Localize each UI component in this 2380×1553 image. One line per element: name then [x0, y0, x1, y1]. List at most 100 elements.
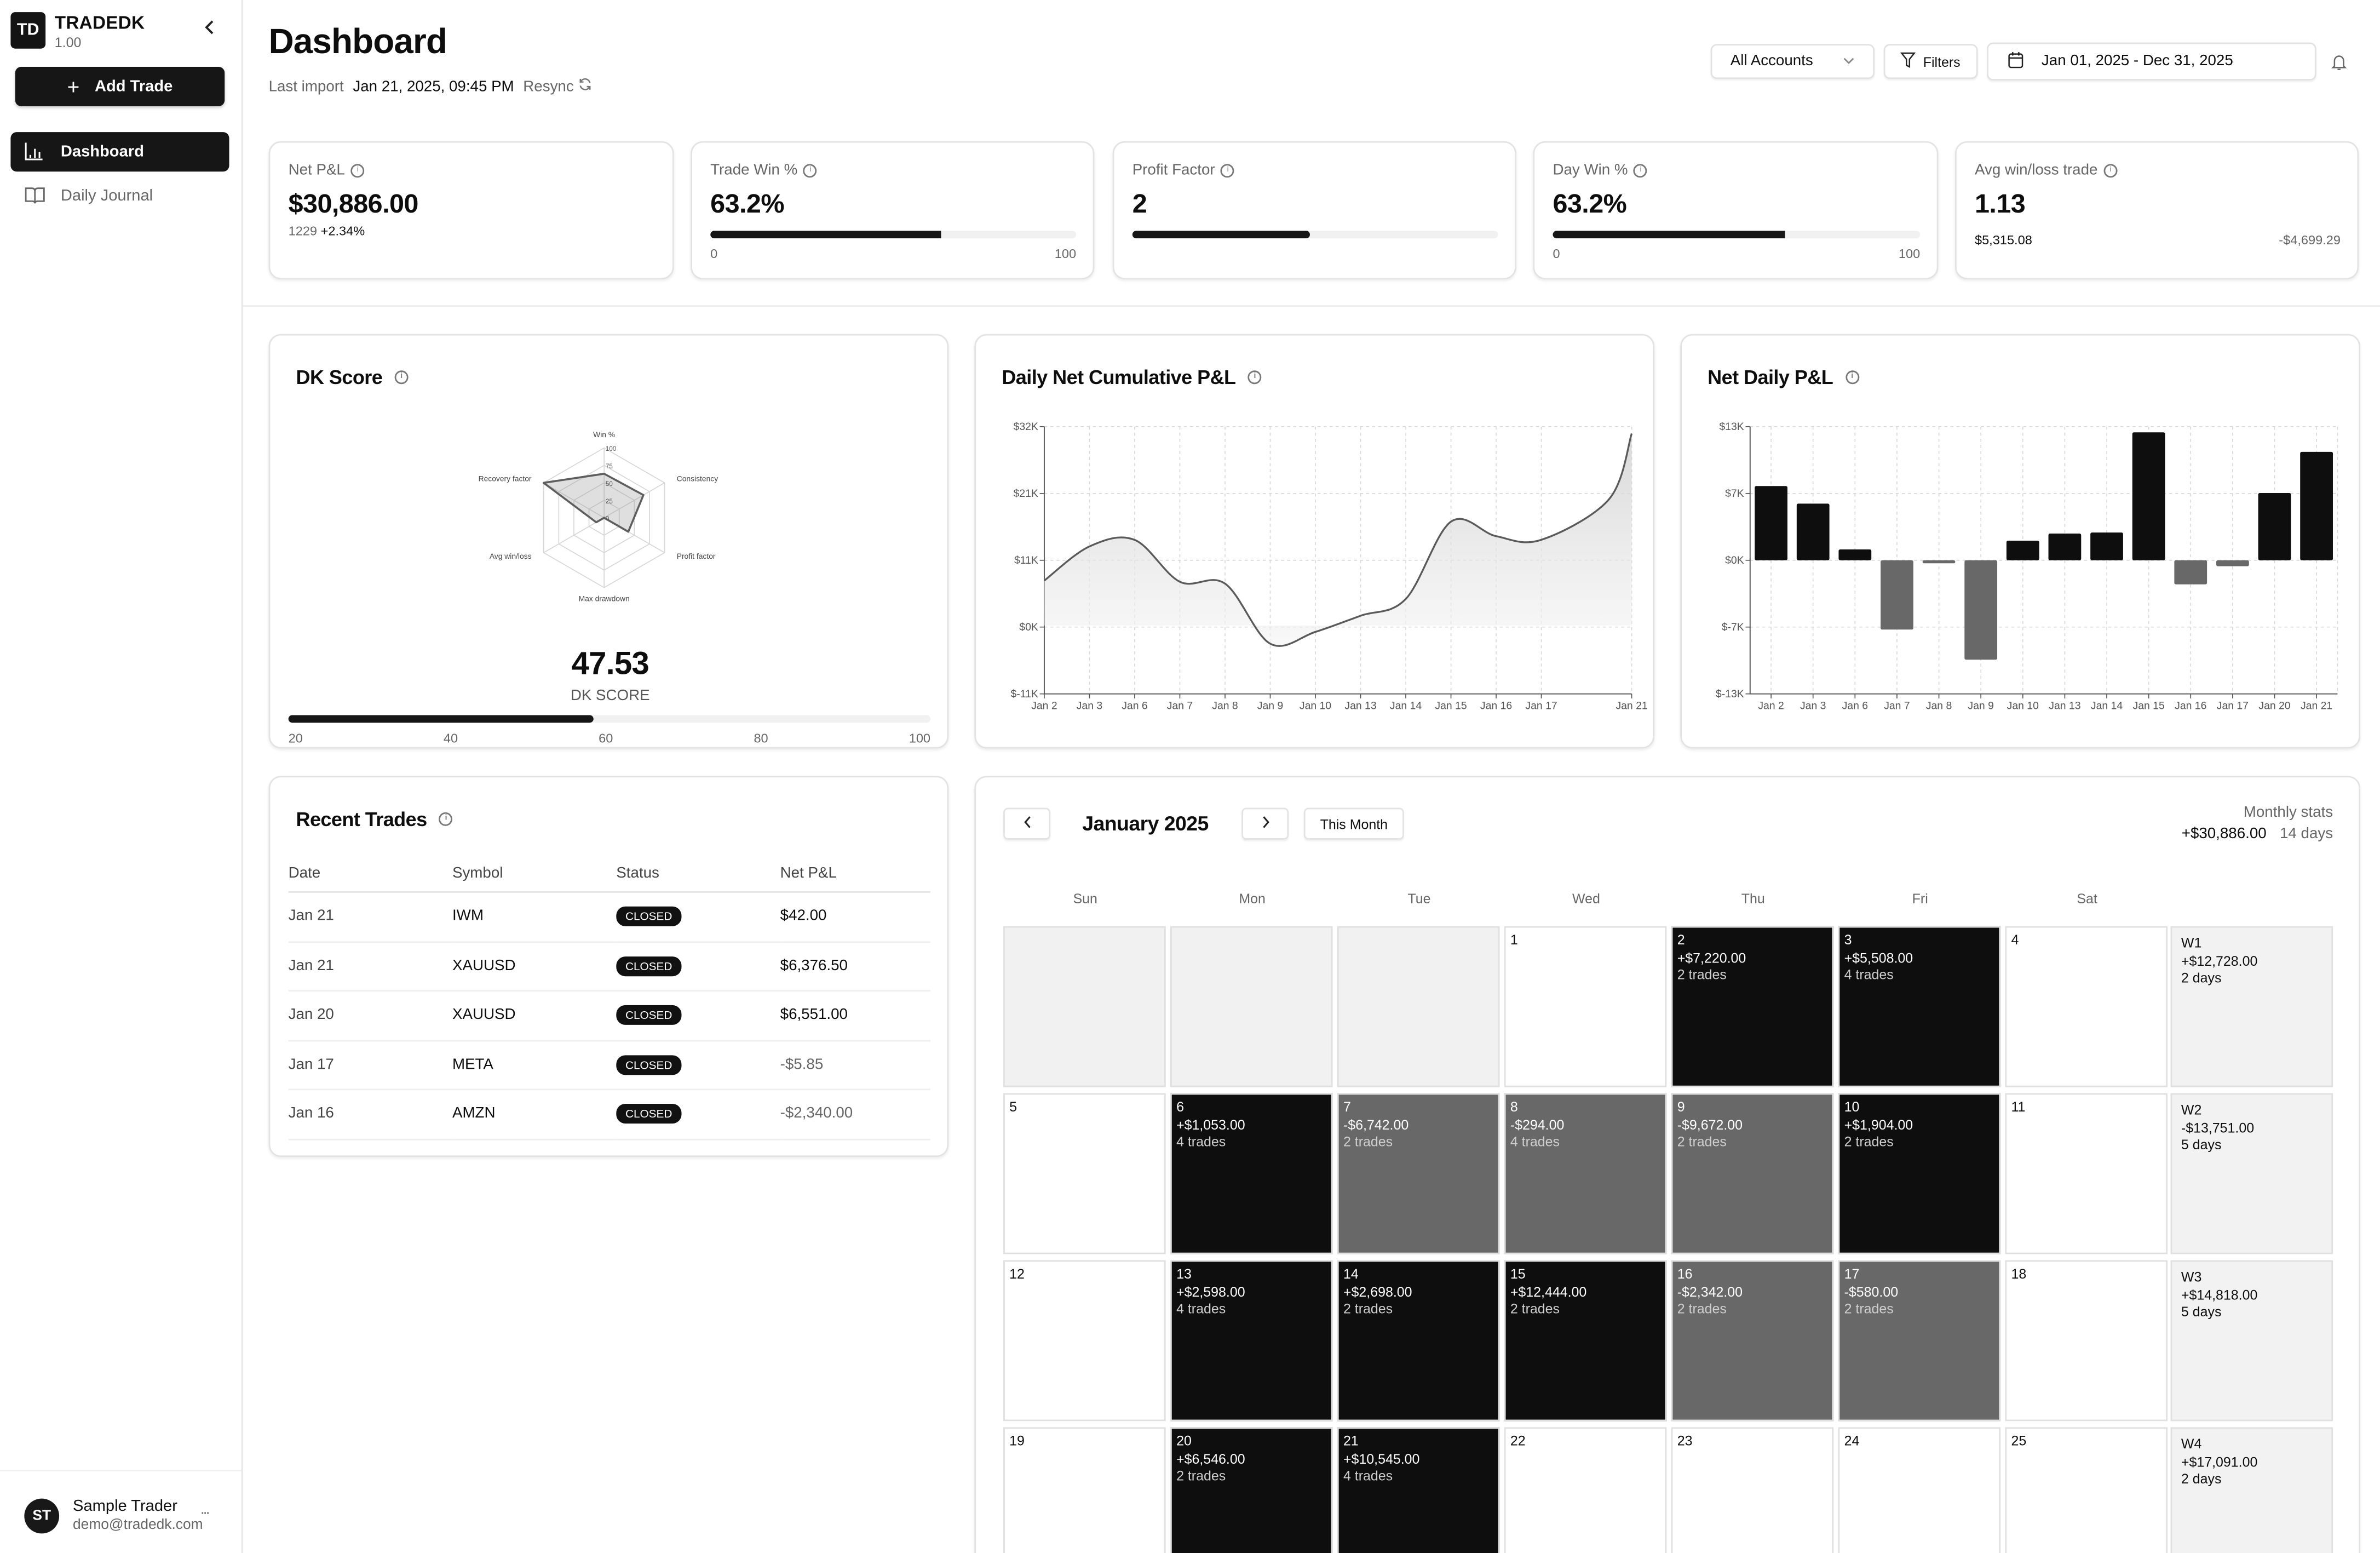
column-header[interactable]: Symbol	[452, 856, 617, 893]
calendar-day-3[interactable]: 3 +$5,508.00 4 trades	[1838, 926, 2001, 1087]
svg-text:$11K: $11K	[1014, 554, 1038, 566]
svg-text:Avg win/loss: Avg win/loss	[490, 552, 532, 560]
resync-button[interactable]: Resync	[523, 77, 592, 95]
trade-date: Jan 21	[288, 941, 452, 992]
trade-status: CLOSED	[616, 1089, 780, 1140]
calendar-day-17[interactable]: 17 -$580.00 2 trades	[1838, 1260, 2001, 1422]
resync-label: Resync	[523, 78, 574, 95]
info-icon[interactable]: i	[1634, 164, 1648, 178]
svg-text:50: 50	[606, 480, 613, 488]
pnl-change: +2.34%	[320, 223, 365, 239]
calendar-day-21[interactable]: 21 +$10,545.00 4 trades	[1337, 1427, 1500, 1553]
day-pnl: -$294.00	[1510, 1116, 1565, 1132]
svg-text:$-13K: $-13K	[1716, 688, 1744, 700]
table-row[interactable]: Jan 21 XAUUSD CLOSED $6,376.50	[288, 941, 931, 992]
calendar-day-8[interactable]: 8 -$294.00 4 trades	[1504, 1093, 1667, 1254]
calendar-day-6[interactable]: 6 +$1,053.00 4 trades	[1170, 1093, 1333, 1254]
column-header[interactable]: Date	[288, 856, 452, 893]
scale-tick: 40	[443, 730, 458, 746]
calendar-day-22[interactable]: 22	[1504, 1427, 1667, 1553]
dk-score-fill	[288, 715, 594, 723]
calendar-day-13[interactable]: 13 +$2,598.00 4 trades	[1170, 1260, 1333, 1422]
progress-fill	[710, 231, 942, 239]
calendar-day-19[interactable]: 19	[1003, 1427, 1166, 1553]
calendar-day-15[interactable]: 15 +$12,444.00 2 trades	[1504, 1260, 1667, 1422]
filters-button[interactable]: Filters	[1883, 44, 1978, 79]
trade-status: CLOSED	[616, 990, 780, 1041]
calendar-day-24[interactable]: 24	[1838, 1427, 2001, 1553]
kpi-label-text: Trade Win %	[710, 162, 798, 180]
sidebar-item-dashboard[interactable]: Dashboard	[10, 132, 229, 172]
accounts-select[interactable]: All Accounts	[1710, 44, 1875, 79]
calendar-day-5[interactable]: 5	[1003, 1093, 1166, 1254]
svg-text:Jan 16: Jan 16	[2175, 700, 2206, 712]
svg-text:Jan 10: Jan 10	[1300, 700, 1331, 712]
info-icon[interactable]: i	[803, 164, 818, 178]
user-profile[interactable]: ST Sample Trader demo@tradedk.com ...	[0, 1470, 242, 1553]
calendar-day-1[interactable]: 1	[1504, 926, 1667, 1087]
trade-status: CLOSED	[616, 1040, 780, 1091]
card-title-text: DK Score	[296, 365, 383, 389]
svg-text:$7K: $7K	[1725, 488, 1744, 500]
day-number: 19	[1009, 1433, 1025, 1449]
calendar-day-2[interactable]: 2 +$7,220.00 2 trades	[1671, 926, 1834, 1087]
info-icon[interactable]: i	[2103, 164, 2118, 178]
info-icon[interactable]: i	[1845, 370, 1859, 385]
add-trade-button[interactable]: + Add Trade	[15, 66, 225, 107]
day-trades: 2 trades	[1677, 1134, 1727, 1150]
calendar-day-12[interactable]: 12	[1003, 1260, 1166, 1422]
daily-pnl-card: Net Daily P&L i $13K $7K $0K $-7K $-13K Jan 2 J…	[1680, 334, 2360, 749]
calendar-day-7[interactable]: 7 -$6,742.00 2 trades	[1337, 1093, 1500, 1254]
week-days: 5 days	[2181, 1137, 2222, 1153]
dk-score-card: DK Score i 0 25 50 75 100 Win % Consistency Prof…	[268, 334, 949, 749]
avatar: ST	[24, 1498, 60, 1534]
day-number: 1	[1510, 932, 1518, 948]
info-icon[interactable]: i	[1248, 370, 1262, 385]
info-icon[interactable]: i	[439, 812, 453, 826]
calendar-day-25[interactable]: 25	[2005, 1427, 2168, 1553]
day-number: 16	[1677, 1266, 1693, 1282]
calendar-day-18[interactable]: 18	[2005, 1260, 2168, 1422]
column-header[interactable]: Status	[616, 856, 780, 893]
notifications-button[interactable]	[2331, 51, 2347, 79]
week-pnl: +$17,091.00	[2181, 1453, 2258, 1469]
week-summary: W1 +$12,728.00 2 days	[2170, 926, 2333, 1087]
svg-text:Jan 9: Jan 9	[1257, 700, 1283, 712]
progress-fill	[1132, 231, 1310, 239]
info-icon[interactable]: i	[394, 370, 409, 385]
column-header[interactable]: Net P&L	[780, 856, 931, 893]
calendar-day-14[interactable]: 14 +$2,698.00 2 trades	[1337, 1260, 1500, 1422]
svg-text:$-7K: $-7K	[1722, 621, 1744, 633]
week-label: W1	[2181, 935, 2202, 951]
info-icon[interactable]: i	[350, 164, 365, 178]
dk-score-bar	[288, 715, 931, 723]
collapse-sidebar-button[interactable]	[203, 20, 215, 39]
calendar-day-4[interactable]: 4	[2005, 926, 2168, 1087]
svg-text:100: 100	[606, 445, 617, 452]
calendar-day-23[interactable]: 23	[1671, 1427, 1834, 1553]
date-range-picker[interactable]: Jan 01, 2025 - Dec 31, 2025	[1987, 42, 2316, 81]
sidebar-item-daily-journal[interactable]: Daily Journal	[10, 176, 229, 216]
calendar-day-16[interactable]: 16 -$2,342.00 2 trades	[1671, 1260, 1834, 1422]
info-icon[interactable]: i	[1221, 164, 1235, 178]
app-version: 1.00	[54, 35, 82, 50]
calendar-day-11[interactable]: 11	[2005, 1093, 2168, 1254]
day-number: 15	[1510, 1266, 1526, 1282]
table-row[interactable]: Jan 16 AMZN CLOSED -$2,340.00	[288, 1089, 931, 1140]
day-trades: 4 trades	[1176, 1301, 1226, 1317]
calendar-day-9[interactable]: 9 -$9,672.00 2 trades	[1671, 1093, 1834, 1254]
calendar-day-10[interactable]: 10 +$1,904.00 2 trades	[1838, 1093, 2001, 1254]
table-row[interactable]: Jan 21 IWM CLOSED $42.00	[288, 892, 931, 942]
prev-month-button[interactable]	[1003, 807, 1051, 840]
day-number: 13	[1176, 1266, 1192, 1282]
table-row[interactable]: Jan 17 META CLOSED -$5.85	[288, 1040, 931, 1091]
this-month-button[interactable]: This Month	[1303, 807, 1404, 840]
table-row[interactable]: Jan 20 XAUUSD CLOSED $6,551.00	[288, 990, 931, 1041]
svg-text:Jan 9: Jan 9	[1968, 700, 1993, 712]
svg-text:Jan 2: Jan 2	[1031, 700, 1057, 712]
more-options-icon[interactable]: ...	[200, 1502, 210, 1518]
calendar-day-20[interactable]: 20 +$6,546.00 2 trades	[1170, 1427, 1333, 1553]
next-month-button[interactable]	[1241, 807, 1289, 840]
